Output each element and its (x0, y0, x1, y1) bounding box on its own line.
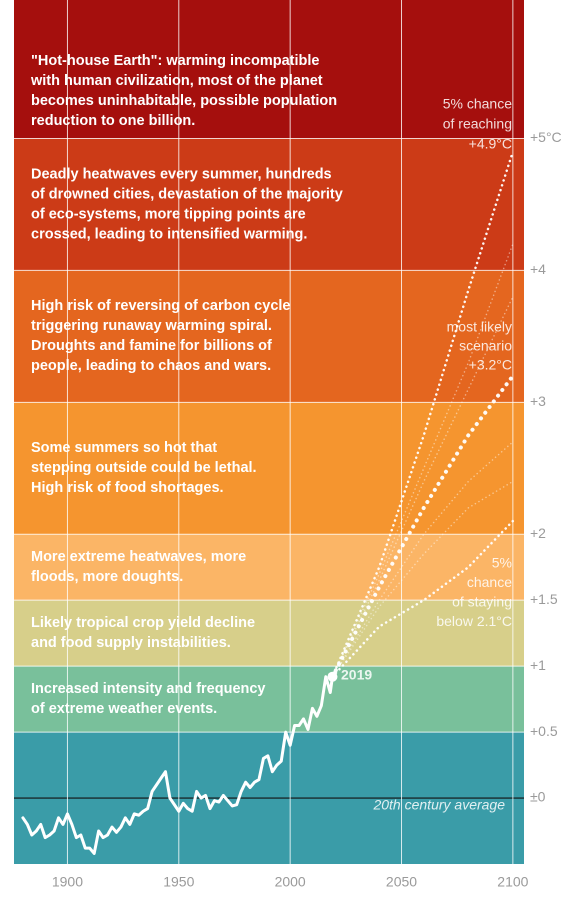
annotation: scenario (459, 338, 512, 354)
line (330, 373, 515, 679)
band-text: Deadly heatwaves every summer, hundreds (31, 166, 332, 182)
band-text: "Hot-house Earth": warming incompatible (31, 53, 319, 69)
annotation: most likely (447, 319, 512, 335)
annotation: of reaching (443, 116, 512, 132)
band-text: of drowned cities, devastation of the ma… (31, 186, 343, 202)
band-text: More extreme heatwaves, more (31, 549, 246, 565)
annotation: chance (467, 574, 512, 590)
risk-band (14, 270, 524, 403)
band-text: Likely tropical crop yield decline (31, 615, 255, 631)
risk-band (14, 402, 524, 535)
band-text: stepping outside could be lethal. (31, 460, 257, 476)
x-tick-label: 2050 (386, 874, 417, 890)
x-tick-label: 1950 (163, 874, 194, 890)
band-text: crossed, leading to intensified warming. (31, 226, 307, 242)
annotation: +4.9°C (469, 136, 512, 152)
y-tick-label: +1 (530, 657, 546, 673)
annotation: 20th century average (372, 797, 505, 813)
band-text: High risk of reversing of carbon cycle (31, 298, 290, 314)
band-text: and food supply instabilities. (31, 635, 231, 651)
line (331, 296, 514, 678)
x-tick-label: 2000 (275, 874, 306, 890)
line (331, 441, 514, 678)
annotation: of staying (452, 594, 512, 610)
y-tick-label: +2 (530, 525, 546, 541)
y-tick-label: +0.5 (530, 723, 558, 739)
band-text: people, leading to chaos and wars. (31, 358, 271, 374)
band-text: reduction to one billion. (31, 113, 195, 129)
line (331, 519, 515, 678)
risk-band (14, 600, 524, 667)
annotation: 5% chance (443, 96, 512, 112)
band-text: of eco-systems, more tipping points are (31, 206, 306, 222)
y-tick-label: ±0 (530, 789, 546, 805)
risk-band (14, 666, 524, 733)
band-text: of extreme weather events. (31, 701, 217, 717)
band-text: Increased intensity and frequency (31, 681, 266, 697)
band-text: floods, more doughts. (31, 569, 183, 585)
line (331, 150, 515, 678)
y-tick-label: +1.5 (530, 591, 558, 607)
y-tick-label: +3 (530, 393, 546, 409)
annotation: below 2.1°C (436, 613, 512, 629)
risk-band (14, 534, 524, 601)
y-tick-label: +5°C (530, 129, 562, 145)
point-2019 (327, 671, 338, 682)
band-text: Droughts and famine for billions of (31, 338, 272, 354)
x-tick-label: 1900 (52, 874, 83, 890)
x-tick-label: 2100 (497, 874, 528, 890)
annotation: +3.2°C (469, 357, 512, 373)
band-text: Some summers so hot that (31, 440, 217, 456)
band-text: becomes uninhabitable, possible populati… (31, 93, 337, 109)
band-text: triggering runaway warming spiral. (31, 318, 272, 334)
annotation: 5% (492, 555, 512, 571)
line (21, 675, 334, 855)
risk-band (14, 138, 524, 271)
band-text: High risk of food shortages. (31, 480, 224, 496)
band-text: with human civilization, most of the pla… (30, 73, 323, 89)
annotation: 2019 (341, 667, 372, 683)
y-tick-label: +4 (530, 261, 546, 277)
risk-band (14, 0, 524, 139)
